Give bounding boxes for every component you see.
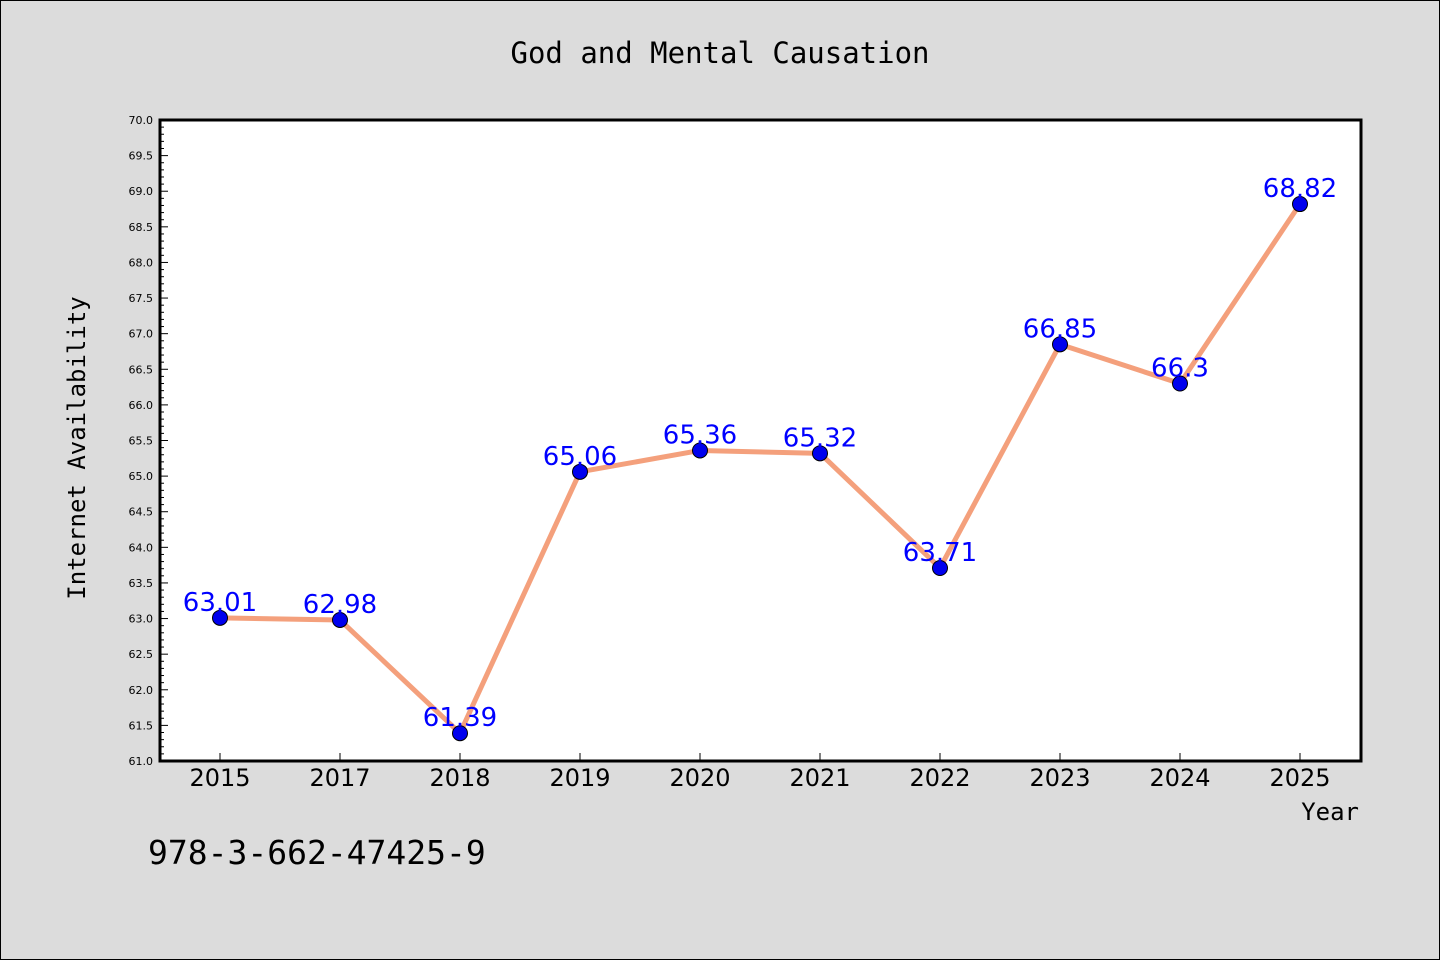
data-point	[452, 725, 468, 742]
series-line	[217, 201, 1303, 736]
data-label: 63.71	[903, 538, 977, 568]
x-tick-label: 2023	[1029, 764, 1090, 792]
y-tick-label: 70.0	[129, 114, 154, 127]
data-label: 65.36	[663, 420, 737, 450]
y-tick-label: 64.5	[129, 506, 154, 519]
x-tick-label: 2017	[309, 764, 370, 792]
x-tick-label: 2020	[669, 764, 730, 792]
y-tick-label: 69.0	[129, 185, 154, 198]
series-group: 63.01 62.98 61.39 65.06 65.36 65.32 63.71 66.85…	[183, 174, 1337, 742]
y-tick-label: 63.5	[129, 577, 154, 590]
data-label: 66.85	[1023, 314, 1097, 344]
x-axis-label: Year	[1301, 798, 1359, 826]
data-point	[692, 442, 708, 459]
data-label: 65.32	[783, 423, 857, 453]
y-tick-label: 67.5	[129, 292, 154, 305]
y-tick-label: 61.5	[129, 719, 154, 732]
data-label: 63.01	[183, 588, 257, 618]
y-axis-label: Internet Availability	[63, 296, 91, 599]
data-label: 66.3	[1151, 354, 1209, 384]
y-tick-label: 66.5	[129, 363, 154, 376]
x-tick-label: 2015	[189, 764, 250, 792]
data-point	[1292, 196, 1308, 213]
plot-area	[158, 118, 1363, 763]
data-point	[1052, 336, 1068, 353]
x-tick-label: 2024	[1149, 764, 1210, 792]
y-tick-label: 66.0	[129, 399, 154, 412]
y-axis: 61.0 61.5 62.0 62.5 63.0 63.5 64.0 64.5 65.0 65.5…	[129, 114, 168, 768]
y-tick-label: 68.5	[129, 221, 154, 234]
y-tick-label: 65.0	[129, 470, 154, 483]
y-tick-label: 69.5	[129, 150, 154, 163]
y-tick-label: 61.0	[129, 755, 154, 768]
y-tick-label: 67.0	[129, 328, 154, 341]
data-point	[932, 559, 948, 576]
data-point	[332, 611, 348, 628]
data-label: 68.82	[1263, 174, 1337, 204]
x-tick-label: 2022	[909, 764, 970, 792]
x-tick-label: 2019	[549, 764, 610, 792]
data-point	[212, 609, 228, 626]
data-point	[1172, 375, 1188, 392]
x-axis: 2015 2017 2018 2019 2020 2021 2022 2023 2024 2025	[189, 753, 1331, 792]
y-tick-label: 64.0	[129, 541, 154, 554]
x-tick-label: 2021	[789, 764, 850, 792]
chart-title: God and Mental Causation	[510, 36, 929, 70]
data-label: 61.39	[423, 703, 497, 733]
isbn-annotation: 978-3-662-47425-9	[148, 833, 486, 872]
y-tick-label: 63.0	[129, 613, 154, 626]
y-tick-label: 68.0	[129, 256, 154, 269]
data-point	[572, 463, 588, 480]
data-point	[812, 445, 828, 462]
data-label: 65.06	[543, 442, 617, 472]
x-tick-label: 2025	[1269, 764, 1330, 792]
x-tick-label: 2018	[429, 764, 490, 792]
data-label: 62.98	[303, 590, 377, 620]
y-tick-label: 62.5	[129, 648, 154, 661]
y-tick-label: 65.5	[129, 435, 154, 448]
y-tick-label: 62.0	[129, 684, 154, 697]
